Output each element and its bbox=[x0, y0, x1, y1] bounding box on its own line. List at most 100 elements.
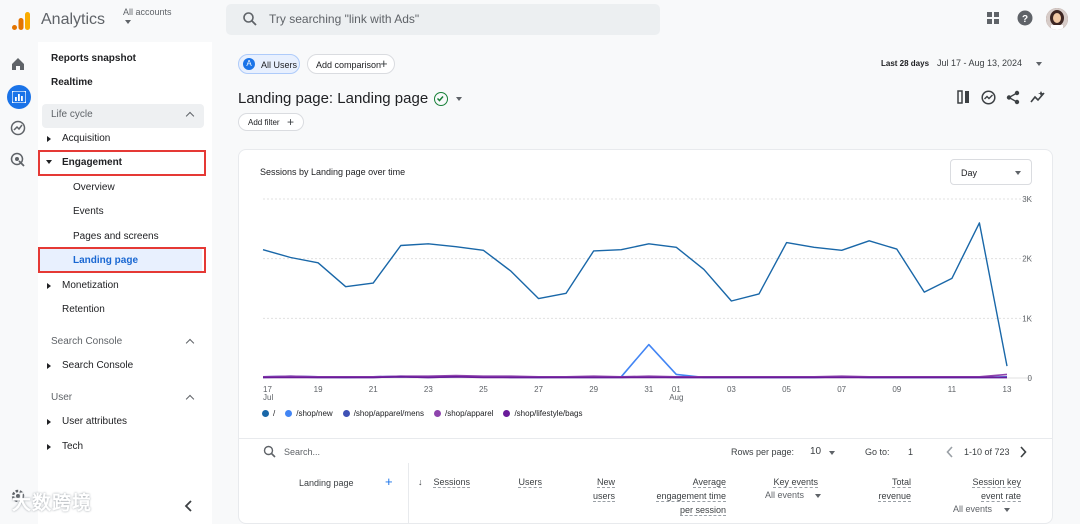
col-avg-engagement[interactable]: Average engagement time per session bbox=[640, 475, 726, 517]
add-comparison-button[interactable]: Add comparison + bbox=[307, 54, 395, 74]
avatar[interactable] bbox=[1046, 8, 1068, 30]
sort-desc-arrow-icon: ↓ bbox=[418, 477, 423, 487]
table-divider bbox=[238, 438, 1053, 439]
nav-tech[interactable]: Tech bbox=[62, 441, 84, 452]
granularity-select[interactable]: Day bbox=[950, 159, 1032, 185]
nav-user-attributes[interactable]: User attributes bbox=[62, 416, 128, 427]
nav-pages-and-screens[interactable]: Pages and screens bbox=[73, 231, 159, 242]
next-page-icon[interactable] bbox=[1019, 446, 1027, 458]
legend-label: / bbox=[273, 409, 276, 418]
series-line bbox=[263, 375, 1007, 379]
col-avg-eng-line1: Average bbox=[692, 477, 726, 488]
chevron-down-icon[interactable] bbox=[125, 20, 131, 24]
legend-item[interactable]: /shop/new bbox=[285, 409, 333, 418]
share-icon[interactable] bbox=[1006, 90, 1020, 105]
title-dropdown-icon[interactable] bbox=[456, 97, 462, 101]
expand-arrow-icon[interactable] bbox=[47, 363, 51, 369]
segment-all-users[interactable]: A All Users bbox=[238, 54, 300, 74]
col-users[interactable]: Users bbox=[500, 475, 542, 489]
account-selector[interactable]: All accounts bbox=[123, 7, 172, 17]
collapse-arrow-icon[interactable] bbox=[46, 160, 52, 164]
col-sessions[interactable]: ↓ Sessions bbox=[418, 475, 470, 489]
segment-label: All Users bbox=[261, 60, 298, 70]
customize-report-icon[interactable] bbox=[957, 90, 971, 104]
x-tick-label: 05 bbox=[782, 385, 791, 394]
reports-icon bbox=[12, 91, 26, 103]
home-icon[interactable] bbox=[10, 56, 26, 72]
nav-reports-snapshot[interactable]: Reports snapshot bbox=[51, 53, 137, 64]
x-tick-label: 17 bbox=[263, 385, 272, 394]
date-range-picker[interactable]: Jul 17 - Aug 13, 2024 bbox=[937, 58, 1023, 68]
col-session-key-event-rate[interactable]: Session key event rate bbox=[950, 475, 1021, 503]
y-tick-label: 3K bbox=[1022, 195, 1032, 204]
x-tick-label: 11 bbox=[948, 385, 957, 394]
advertising-icon[interactable] bbox=[10, 152, 26, 168]
legend-label: /shop/new bbox=[296, 409, 333, 418]
nav-retention[interactable]: Retention bbox=[62, 304, 105, 315]
legend-swatch bbox=[433, 410, 441, 417]
legend-label: /shop/apparel bbox=[444, 409, 494, 418]
col-avg-eng-line2: engagement time bbox=[656, 491, 726, 502]
prev-page-icon[interactable] bbox=[946, 446, 954, 458]
key-events-filter[interactable]: All events bbox=[765, 490, 805, 500]
chevron-down-icon[interactable] bbox=[829, 451, 835, 455]
x-tick-label: 29 bbox=[589, 385, 598, 394]
col-key-events[interactable]: Key events bbox=[755, 475, 818, 489]
settings-gear-icon[interactable] bbox=[10, 488, 26, 504]
chevron-down-icon[interactable] bbox=[1036, 62, 1042, 66]
add-filter-button[interactable]: Add filter + bbox=[238, 113, 304, 131]
lifecycle-section-header[interactable] bbox=[42, 104, 204, 128]
user-section-label: User bbox=[51, 392, 73, 403]
search-placeholder: Try searching "link with Ads" bbox=[269, 12, 420, 26]
nav-overview[interactable]: Overview bbox=[73, 182, 115, 193]
analytics-logo-icon[interactable] bbox=[10, 10, 32, 32]
col-new-users[interactable]: New users bbox=[570, 475, 615, 503]
legend-item[interactable]: /shop/lifestyle/bags bbox=[503, 409, 583, 418]
expand-arrow-icon[interactable] bbox=[47, 444, 51, 450]
x-tick-label: 03 bbox=[727, 385, 736, 394]
search-icon bbox=[263, 445, 276, 458]
avatar-image bbox=[1046, 8, 1068, 30]
nav-events[interactable]: Events bbox=[73, 206, 104, 217]
compare-icon[interactable] bbox=[981, 90, 996, 105]
col-total-revenue[interactable]: Total revenue bbox=[860, 475, 911, 503]
session-key-event-filter[interactable]: All events bbox=[953, 504, 993, 514]
apps-grid-icon[interactable] bbox=[986, 11, 1000, 25]
nav-realtime[interactable]: Realtime bbox=[51, 77, 93, 88]
help-icon[interactable]: ? bbox=[1017, 10, 1033, 26]
expand-arrow-icon[interactable] bbox=[47, 419, 51, 425]
svg-text:?: ? bbox=[1022, 14, 1028, 25]
nav-acquisition[interactable]: Acquisition bbox=[62, 133, 111, 144]
col-revenue-line2: revenue bbox=[878, 491, 911, 502]
search-input[interactable]: Try searching "link with Ads" bbox=[226, 4, 660, 35]
table-search-input[interactable]: Search... bbox=[284, 447, 321, 457]
goto-input[interactable]: 1 bbox=[908, 447, 914, 457]
legend-item[interactable]: / bbox=[262, 409, 275, 418]
nav-monetization[interactable]: Monetization bbox=[62, 280, 119, 291]
insights-icon[interactable] bbox=[1030, 91, 1046, 104]
nav-search-console[interactable]: Search Console bbox=[62, 360, 134, 371]
expand-arrow-icon[interactable] bbox=[47, 136, 51, 142]
legend-item[interactable]: /shop/apparel bbox=[433, 409, 494, 418]
col-new-users-line1: New bbox=[596, 477, 615, 488]
explore-icon[interactable] bbox=[10, 120, 26, 136]
col-key-events-label: Key events bbox=[773, 477, 818, 488]
nav-landing-page[interactable]: Landing page bbox=[73, 255, 138, 266]
add-comparison-label: Add comparison bbox=[316, 60, 382, 70]
legend-label: /shop/lifestyle/bags bbox=[514, 409, 583, 418]
nav-engagement[interactable]: Engagement bbox=[62, 157, 123, 168]
rows-per-page-select[interactable]: 10 bbox=[810, 446, 822, 457]
chevron-down-icon[interactable] bbox=[815, 494, 821, 498]
col-landing-page[interactable]: Landing page bbox=[299, 478, 354, 488]
collapse-sidebar-icon[interactable] bbox=[184, 500, 194, 512]
add-dimension-icon[interactable]: + bbox=[385, 474, 393, 489]
chevron-down-icon[interactable] bbox=[1004, 508, 1010, 512]
col-revenue-line1: Total bbox=[891, 477, 911, 488]
expand-arrow-icon[interactable] bbox=[47, 283, 51, 289]
x-tick-label: 27 bbox=[534, 385, 543, 394]
segment-badge: A bbox=[243, 58, 255, 70]
top-bar: Analytics All accounts Try searching "li… bbox=[0, 0, 1080, 42]
pagination-info: 1-10 of 723 bbox=[964, 447, 1010, 457]
report-card bbox=[238, 149, 1053, 524]
legend-item[interactable]: /shop/apparel/mens bbox=[342, 409, 424, 418]
